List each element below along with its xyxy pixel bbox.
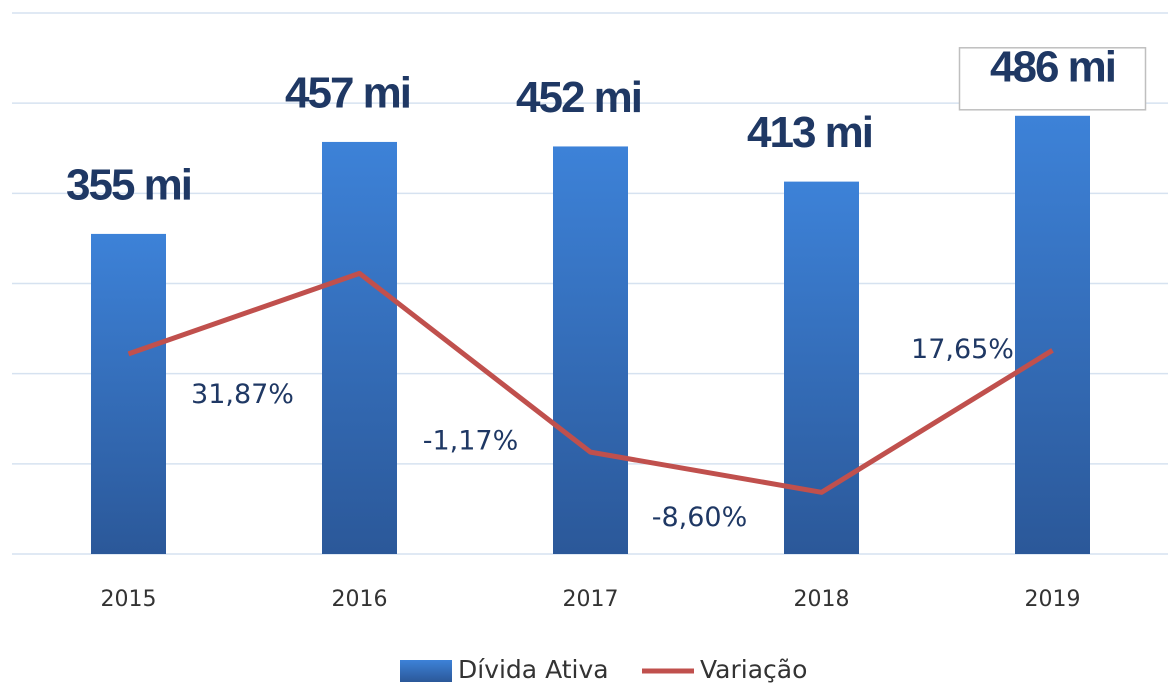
line-value-label: 31,87% [191, 379, 294, 410]
bar-value-label: 457 mi [285, 69, 410, 118]
bar [1015, 115, 1090, 554]
line-value-label: 17,65% [911, 334, 1014, 365]
label-box [958, 47, 1147, 111]
bar-value-label: 413 mi [747, 108, 872, 157]
line-value-label: -8,60% [652, 502, 748, 533]
legend-label: Variação [700, 655, 807, 684]
legend-label: Dívida Ativa [458, 655, 609, 684]
bar [322, 141, 397, 554]
line [127, 270, 1054, 495]
bar-value-label: 452 mi [516, 73, 641, 122]
bar-value-label: 486 mi [990, 42, 1115, 91]
bar [91, 233, 166, 555]
x-tick-label: 2019 [1025, 587, 1081, 612]
x-tick-label: 2015 [101, 587, 157, 612]
x-tick-label: 2018 [794, 587, 850, 612]
x-tick-label: 2016 [332, 587, 388, 612]
bar [553, 146, 628, 555]
bar-value-label: 355 mi [66, 161, 191, 210]
legend-swatch [400, 660, 452, 682]
line-value-label: -1,17% [423, 426, 519, 457]
x-tick-label: 2017 [563, 587, 619, 612]
bar [784, 181, 859, 554]
